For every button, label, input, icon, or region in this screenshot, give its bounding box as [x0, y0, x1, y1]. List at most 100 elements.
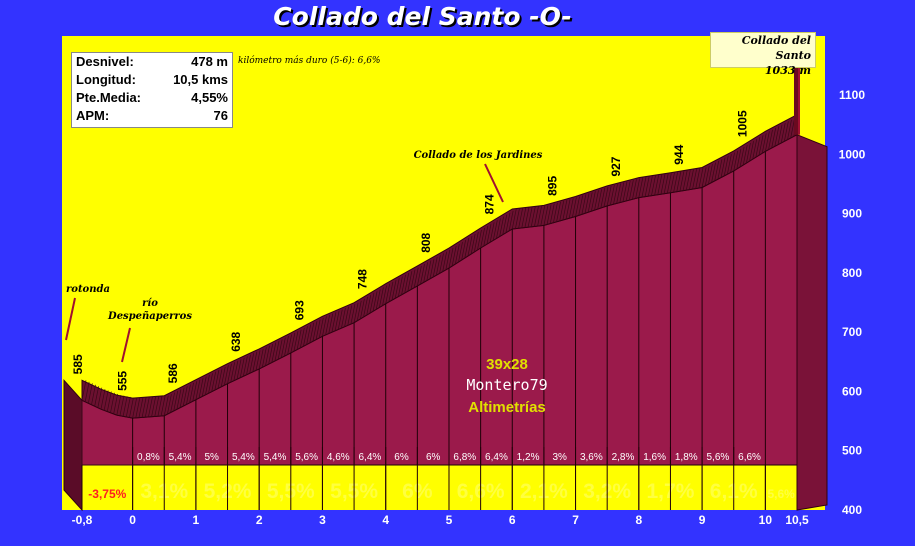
profile-hatch [771, 127, 777, 149]
half-km-gradient-label: 1,2% [517, 452, 540, 463]
profile-side-wall [63, 379, 83, 512]
chart-title: Collado del Santo -O- [273, 2, 572, 31]
profile-hatch [144, 397, 150, 418]
profile-hatch [559, 200, 565, 222]
profile-hatch [426, 260, 432, 281]
profile-hatch [581, 194, 587, 215]
half-km-gradient-label: 2,8% [612, 452, 635, 463]
profile-hatch [435, 255, 441, 276]
profile-hatch [261, 347, 267, 368]
profile-hatch [195, 379, 201, 400]
profile-hatch [94, 386, 99, 407]
half-km-gradient-label: 4,6% [327, 452, 350, 463]
half-km-gradient-label: 6,4% [358, 452, 381, 463]
profile-hatch [122, 396, 128, 417]
profile-hatch [717, 159, 723, 180]
profile-hatch [246, 354, 251, 375]
profile-hatch [723, 155, 729, 176]
profile-hatch [394, 278, 400, 299]
profile-hatch [543, 205, 549, 226]
y-tick-label: 500 [842, 444, 862, 458]
profile-hatch [594, 190, 599, 211]
profile-hatch [135, 397, 141, 418]
profile-hatch [356, 300, 362, 321]
profile-hatch [458, 241, 463, 263]
profile-hatch [100, 389, 106, 410]
profile-hatch [284, 336, 289, 357]
altitude-label: 586 [166, 363, 180, 383]
altitude-label: 585 [71, 354, 85, 374]
profile-hatch [676, 171, 682, 192]
profile-hatch [407, 271, 413, 292]
profile-hatch [271, 342, 277, 363]
stat-row: APM: 76 [72, 107, 232, 125]
x-tick-label: 10,5 [785, 513, 809, 527]
profile-hatch [445, 249, 451, 270]
profile-hatch [670, 172, 675, 193]
profile-hatch [331, 312, 337, 333]
profile-hatch [255, 350, 261, 371]
profile-hatch [385, 283, 391, 304]
half-km-gradient-label: 3,6% [580, 452, 603, 463]
half-km-gradient-label: 1,8% [675, 452, 698, 463]
profile-hatch [777, 124, 783, 145]
profile-hatch [600, 187, 606, 209]
profile-hatch [208, 373, 213, 394]
profile-hatch [603, 186, 609, 208]
km-gradient-label: 5,6% [768, 487, 796, 501]
profile-hatch [141, 397, 147, 418]
profile-hatch [84, 381, 90, 402]
profile-hatch [201, 376, 207, 397]
stat-label: Longitud: [76, 72, 136, 87]
profile-hatch [176, 389, 182, 410]
stat-value: 10,5 kms [173, 72, 228, 87]
km-gradient-label: -3,75% [88, 487, 126, 501]
profile-hatch [651, 175, 656, 196]
place-leader [121, 327, 131, 363]
half-km-gradient-label: 5,4% [264, 452, 287, 463]
profile-hatch [337, 309, 343, 330]
profile-hatch [521, 207, 527, 228]
profile-hatch [673, 172, 678, 193]
stat-row: Pte.Media: 4,55% [72, 89, 232, 107]
y-tick-label: 900 [842, 207, 862, 221]
profile-hatch [549, 203, 555, 224]
profile-hatch [91, 384, 96, 405]
profile-hatch [784, 121, 789, 142]
profile-hatch [97, 387, 103, 408]
stat-value: 4,55% [191, 90, 228, 105]
profile-hatch [148, 396, 153, 417]
profile-hatch [287, 334, 292, 355]
x-tick-label: 6 [509, 513, 516, 527]
x-tick-label: 5 [446, 513, 453, 527]
profile-hatch [277, 339, 283, 360]
half-km-gradient-label: 0,8% [137, 452, 160, 463]
profile-hatch [350, 303, 356, 325]
profile-hatch [258, 348, 264, 369]
profile-hatch [312, 321, 318, 342]
altitude-label: 944 [672, 144, 686, 164]
y-tick-label: 1000 [839, 147, 866, 161]
profile-hatch [103, 390, 109, 411]
profile-hatch [609, 184, 615, 206]
profile-hatch [714, 160, 720, 181]
half-km-gradient-label: 6,6% [738, 452, 761, 463]
profile-hatch [341, 308, 346, 329]
profile-hatch [366, 294, 372, 316]
stat-label: Desnivel: [76, 54, 134, 69]
profile-hatch [641, 177, 647, 198]
profile-hatch [224, 365, 229, 386]
stat-label: Pte.Media: [76, 90, 142, 105]
half-km-gradient-label: 5,6% [707, 452, 730, 463]
profile-hatch [211, 371, 217, 392]
profile-hatch [388, 281, 394, 302]
profile-hatch [587, 192, 593, 213]
profile-hatch [733, 150, 739, 171]
profile-hatch [515, 208, 520, 229]
profile-hatch [439, 253, 444, 274]
profile-hatch [113, 393, 118, 415]
altitude-label: 927 [609, 156, 623, 176]
x-tick-label: -0,8 [72, 513, 93, 527]
place-label: Despeñaperros [107, 311, 192, 322]
profile-hatch [404, 272, 410, 294]
